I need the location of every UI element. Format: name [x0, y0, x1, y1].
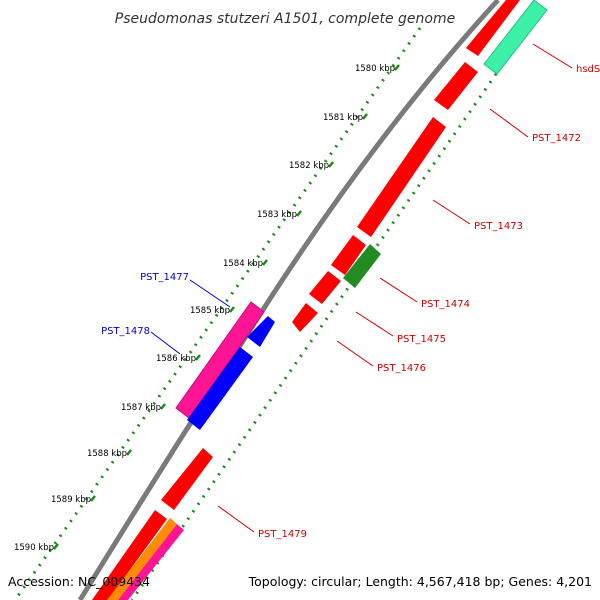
gene-PST_1479[interactable]: [161, 448, 213, 510]
map-title: Pseudomonas stutzeri A1501, complete gen…: [115, 11, 455, 27]
gene-PST_1474[interactable]: [343, 244, 381, 288]
kbp-tick-mark: [160, 403, 166, 410]
accession-label: Accession: NC_009434: [8, 574, 150, 589]
callout-line: [336, 340, 374, 367]
kbp-tick-mark: [195, 354, 201, 361]
gene-blue-arrow[interactable]: [247, 316, 275, 347]
kbp-tick-mark: [126, 449, 132, 456]
callout-line: [489, 108, 529, 138]
callout-line: [217, 505, 255, 533]
kbp-tick-label: 1580 kbp: [355, 64, 395, 74]
gene-label[interactable]: PST_1472: [532, 133, 581, 144]
genome-summary: Topology: circular; Length: 4,567,418 bp…: [248, 574, 592, 589]
gene-PST_1475[interactable]: [309, 271, 341, 304]
gene-PST_1478[interactable]: [187, 347, 253, 430]
callout-line: [432, 199, 471, 225]
kbp-tick-label: 1587 kbp: [121, 403, 161, 413]
gene-label[interactable]: hsdS: [576, 64, 600, 75]
kbp-tick-mark: [90, 495, 96, 502]
kbp-tick-mark: [394, 64, 400, 71]
kbp-ticks: 1580 kbp 1581 kbp 1582 kbp 1583 kbp 1584 kbp…: [14, 64, 400, 553]
inner-dot-track: [130, 21, 534, 600]
gene-label[interactable]: PST_1477: [140, 272, 189, 283]
kbp-tick-label: 1590 kbp: [14, 543, 54, 553]
callout-line: [150, 331, 181, 355]
gene-bottom-magenta[interactable]: [118, 524, 184, 600]
gene-PST_1474-red[interactable]: [331, 235, 366, 275]
gene-callouts: hsdS PST_1472 PST_1473 PST_1474 PST_1475 PST_…: [101, 43, 600, 540]
kbp-tick-label: 1586 kbp: [156, 354, 196, 364]
gene-bottom-1[interactable]: [92, 510, 167, 600]
gene-PST_1472[interactable]: [434, 62, 478, 110]
gene-bottom-orange[interactable]: [107, 518, 177, 600]
gene-label[interactable]: PST_1475: [397, 334, 446, 345]
kbp-tick-mark: [362, 113, 368, 120]
kbp-tick-mark: [229, 306, 235, 313]
gene-label[interactable]: PST_1478: [101, 326, 150, 337]
kbp-tick-label: 1589 kbp: [51, 495, 91, 505]
gene-label[interactable]: PST_1474: [421, 299, 470, 310]
gene-hsdS[interactable]: [483, 0, 548, 75]
callout-line: [532, 43, 573, 69]
callout-line: [379, 277, 418, 303]
kbp-tick-mark: [262, 259, 268, 266]
kbp-tick-mark: [53, 543, 59, 550]
kbp-tick-label: 1588 kbp: [87, 449, 127, 459]
gene-PST_1476[interactable]: [292, 303, 318, 332]
kbp-tick-mark: [296, 210, 302, 217]
kbp-tick-label: 1583 kbp: [257, 210, 297, 220]
kbp-tick-label: 1581 kbp: [323, 113, 363, 123]
gene-PST_1473[interactable]: [357, 117, 446, 237]
callout-line: [355, 311, 394, 337]
gene-label[interactable]: PST_1473: [474, 221, 523, 232]
gene-label[interactable]: PST_1476: [377, 363, 426, 374]
kbp-tick-label: 1585 kbp: [190, 306, 230, 316]
gene-features: [92, 0, 548, 600]
gene-forward-top[interactable]: [466, 0, 520, 56]
kbp-tick-label: 1582 kbp: [289, 161, 329, 171]
kbp-tick-mark: [328, 161, 334, 168]
callout-line: [189, 279, 231, 308]
kbp-tick-label: 1584 kbp: [223, 259, 263, 269]
gene-label[interactable]: PST_1479: [258, 529, 307, 540]
